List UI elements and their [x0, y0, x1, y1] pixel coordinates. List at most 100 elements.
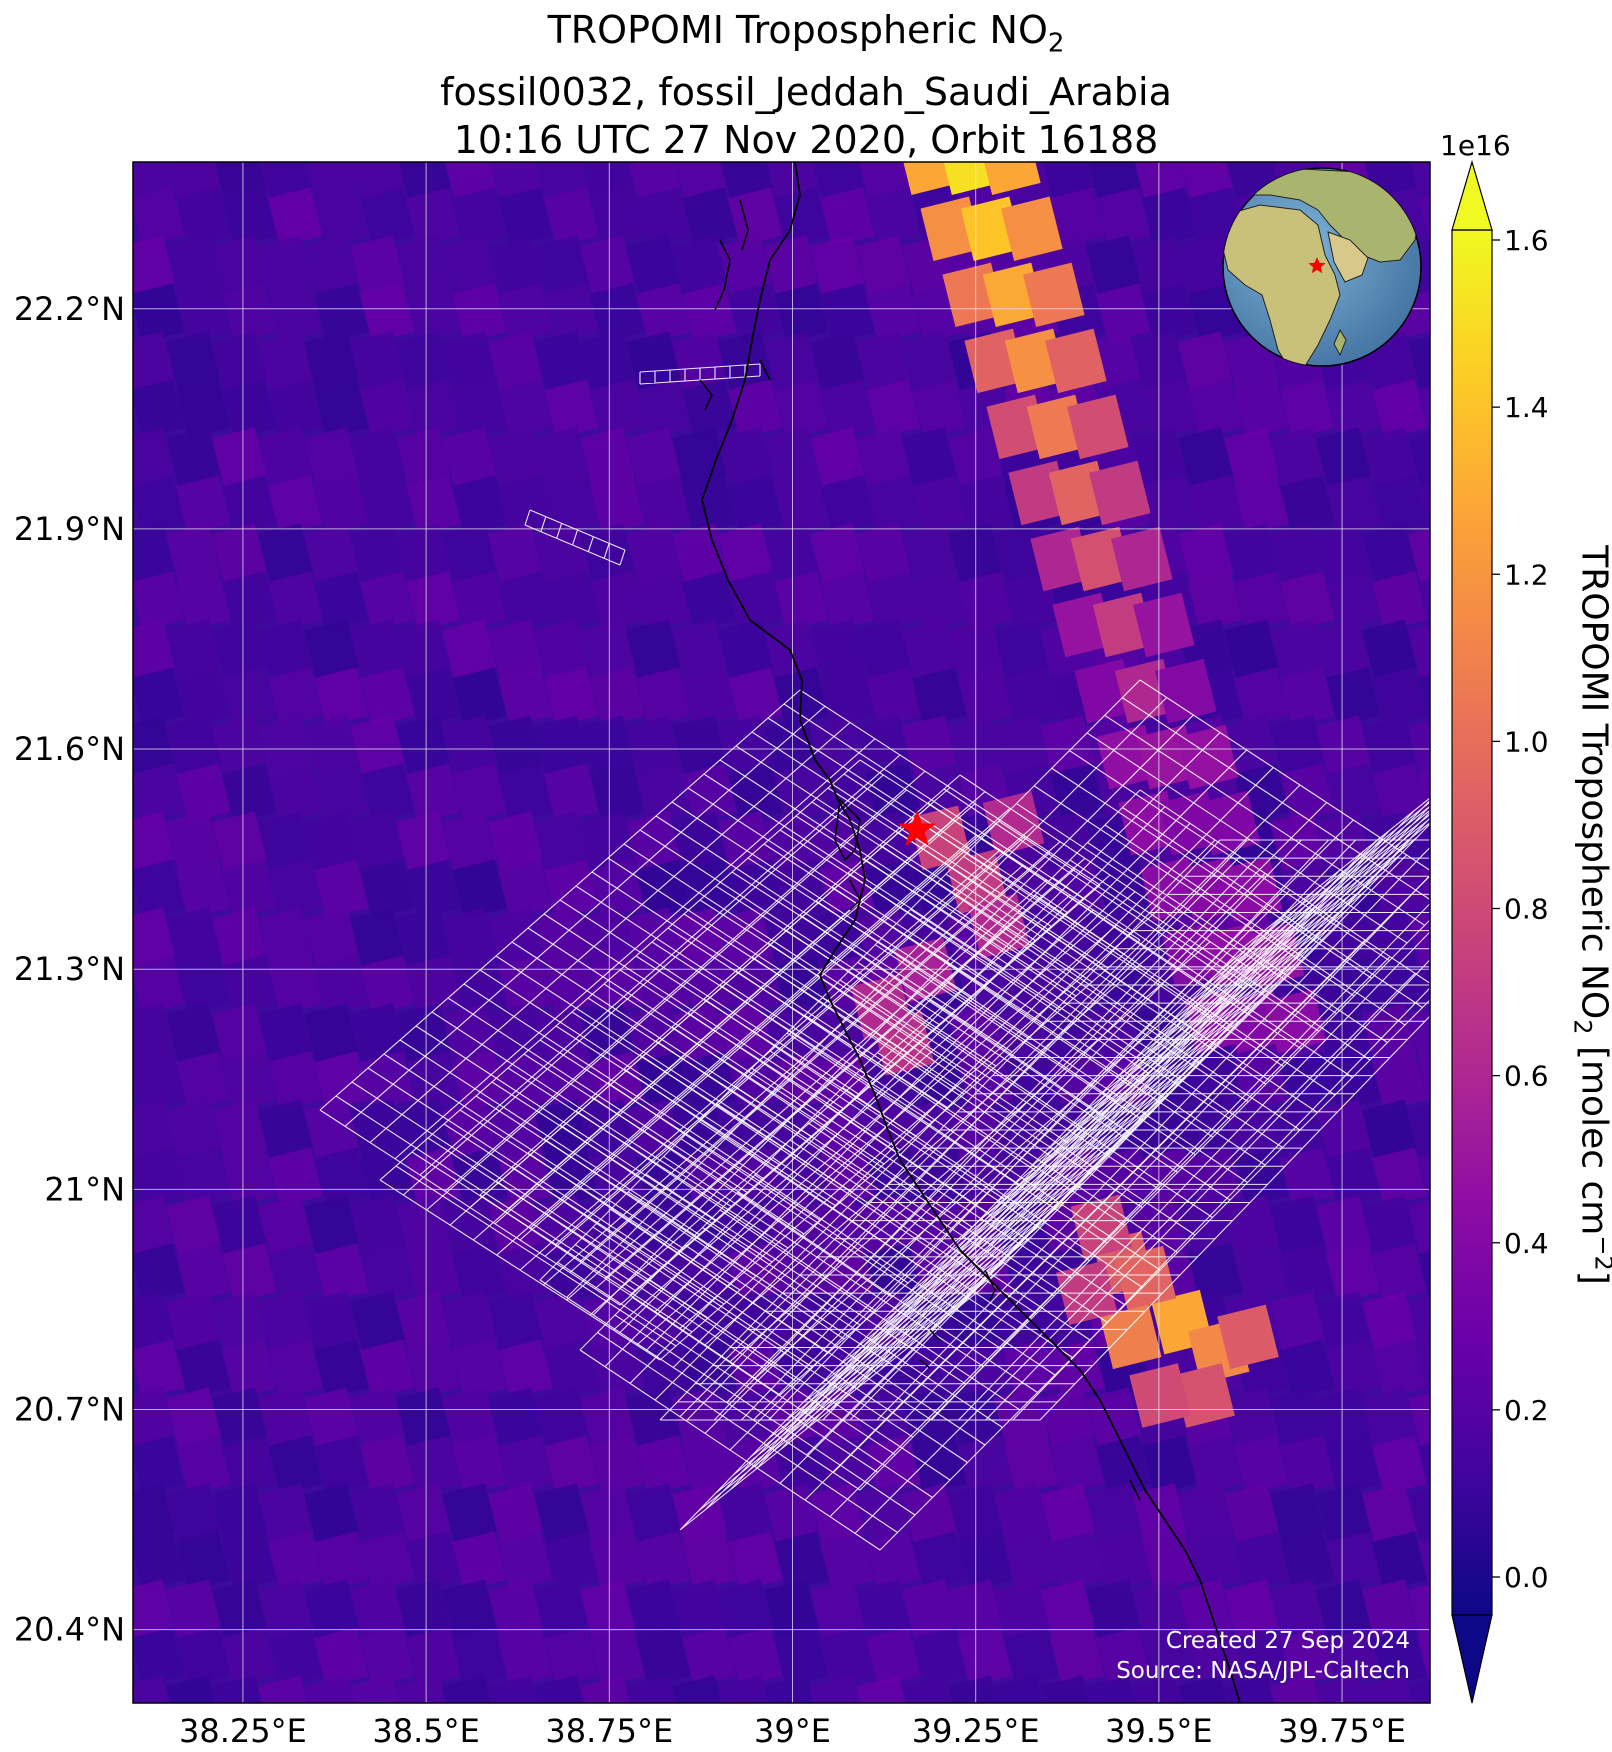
- background-pixel: [304, 715, 359, 775]
- background-pixel: [258, 1579, 313, 1639]
- background-pixel: [350, 619, 405, 679]
- background-pixel: [498, 763, 553, 823]
- background-pixel: [221, 1531, 277, 1591]
- background-pixel: [681, 1531, 737, 1591]
- background-pixel: [166, 1483, 221, 1543]
- background-pixel: [590, 1147, 645, 1207]
- background-pixel: [222, 379, 277, 439]
- background-pixel: [763, 331, 819, 391]
- background-pixel: [258, 1003, 313, 1063]
- background-pixel: [911, 1531, 967, 1591]
- background-pixel: [1049, 955, 1105, 1015]
- lat-tick-label: 22.2°N: [14, 290, 125, 328]
- background-pixel: [1326, 1627, 1381, 1687]
- background-pixel: [718, 1579, 773, 1639]
- background-pixel: [258, 1483, 313, 1543]
- background-pixel: [1188, 1531, 1243, 1591]
- background-pixel: [1279, 1147, 1335, 1207]
- background-pixel: [360, 1435, 415, 1495]
- background-pixel: [212, 1675, 267, 1703]
- background-pixel: [636, 955, 691, 1015]
- background-pixel: [304, 162, 359, 199]
- background-pixel: [1040, 1675, 1095, 1703]
- background-pixel: [314, 1531, 369, 1591]
- background-pixel: [442, 811, 497, 871]
- background-pixel: [1224, 523, 1279, 583]
- background-pixel: [1408, 1675, 1430, 1703]
- background-pixel: [314, 187, 369, 247]
- background-pixel: [819, 475, 875, 535]
- background-pixel: [1362, 619, 1417, 679]
- background-pixel: [1372, 1531, 1427, 1591]
- background-pixel: [957, 1627, 1013, 1687]
- background-pixel: [948, 1675, 1003, 1703]
- background-pixel: [1408, 235, 1430, 295]
- background-pixel: [304, 1003, 359, 1063]
- background-pixel: [625, 1099, 681, 1159]
- background-pixel: [1325, 1147, 1381, 1207]
- background-pixel: [718, 619, 773, 679]
- background-pixel: [728, 1147, 783, 1207]
- background-pixel: [133, 187, 185, 247]
- background-pixel: [866, 571, 921, 631]
- background-pixel: [258, 1387, 313, 1447]
- background-pixel: [396, 1387, 451, 1447]
- lat-tick-label: 21°N: [44, 1170, 125, 1208]
- background-pixel: [681, 283, 737, 343]
- footprint-mesh-lines: [659, 839, 1430, 1421]
- background-pixel: [1269, 427, 1325, 487]
- background-pixel: [810, 1579, 865, 1639]
- background-pixel: [1039, 715, 1095, 775]
- background-pixel: [1362, 1675, 1417, 1703]
- background-pixel: [359, 1531, 415, 1591]
- background-pixel: [590, 571, 645, 631]
- background-pixel: [176, 1531, 231, 1591]
- background-pixel: [866, 283, 921, 343]
- background-pixel: [671, 1579, 727, 1639]
- background-pixel: [1372, 475, 1427, 535]
- background-pixel: [1086, 235, 1141, 295]
- background-pixel: [488, 811, 543, 871]
- background-pixel: [395, 162, 451, 199]
- background-pixel: [359, 1243, 415, 1303]
- background-pixel: [176, 1627, 231, 1687]
- background-pixel: [304, 1195, 359, 1255]
- background-pixel: [212, 331, 267, 391]
- background-pixel: [222, 859, 277, 919]
- background-pixel: [166, 907, 221, 967]
- background-pixel: [498, 1627, 553, 1687]
- background-pixel: [452, 187, 507, 247]
- background-pixel: [625, 715, 681, 775]
- background-pixel: [763, 1483, 819, 1543]
- lon-tick-label: 39°E: [754, 1712, 831, 1750]
- background-pixel: [534, 235, 589, 295]
- background-pixel: [268, 187, 323, 247]
- background-pixel: [1187, 1051, 1243, 1111]
- background-pixel: [442, 1579, 497, 1639]
- background-pixel: [534, 1099, 589, 1159]
- background-pixel: [866, 667, 921, 727]
- background-pixel: [1418, 1723, 1473, 1752]
- background-pixel: [488, 715, 543, 775]
- background-pixel: [856, 427, 911, 487]
- background-pixel: [406, 379, 461, 439]
- background-pixel: [728, 763, 783, 823]
- background-pixel: [1178, 1675, 1233, 1703]
- background-pixel: [1280, 1531, 1335, 1591]
- background-pixel: [672, 715, 727, 775]
- background-pixel: [1361, 427, 1417, 487]
- colorbar-ticks: 0.0 0.2 0.4 0.6 0.8 1.0 1.2 1.4 1.6: [1492, 224, 1549, 1594]
- background-pixel: [498, 1435, 553, 1495]
- background-pixel: [1132, 235, 1187, 295]
- background-pixel: [360, 1339, 415, 1399]
- background-pixel: [451, 1339, 507, 1399]
- background-pixel: [176, 1051, 231, 1111]
- background-pixel: [625, 619, 681, 679]
- background-pixel: [1178, 1483, 1233, 1543]
- background-pixel: [488, 162, 543, 199]
- background-pixel: [268, 859, 323, 919]
- background-pixel: [222, 1435, 277, 1495]
- background-pixel: [1223, 427, 1279, 487]
- background-pixel: [856, 1579, 911, 1639]
- plume-pixel: [1045, 328, 1107, 394]
